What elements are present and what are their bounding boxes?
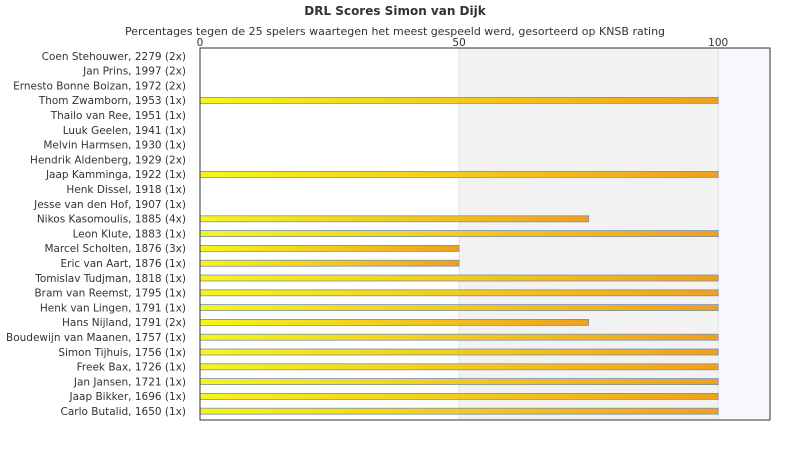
bar <box>199 215 590 223</box>
bar <box>199 304 719 312</box>
bar <box>199 244 460 252</box>
bar <box>199 333 719 341</box>
category-label: Simon Tijhuis, 1756 (1x) <box>58 347 186 359</box>
category-label: Hans Nijland, 1791 (2x) <box>62 317 186 329</box>
bar <box>199 289 719 297</box>
category-label: Ernesto Bonne Boizan, 1972 (2x) <box>13 80 186 92</box>
x-tick-label: 0 <box>197 37 204 49</box>
chart-subtitle: Percentages tegen de 25 spelers waartege… <box>124 25 666 38</box>
category-label: Jaap Kamminga, 1922 (1x) <box>45 169 186 181</box>
band-100-110 <box>718 48 770 420</box>
category-label: Eric van Aart, 1876 (1x) <box>61 258 187 270</box>
category-label: Luuk Geelen, 1941 (1x) <box>63 125 186 137</box>
chart-title: DRL Scores Simon van Dijk <box>304 4 486 18</box>
category-label: Thom Zwamborn, 1953 (1x) <box>38 95 186 107</box>
category-label: Nikos Kasomoulis, 1885 (4x) <box>37 214 186 226</box>
bar <box>199 259 460 267</box>
category-label: Bram van Reemst, 1795 (1x) <box>34 288 186 300</box>
category-label: Jaap Bikker, 1696 (1x) <box>69 391 186 403</box>
bar <box>199 392 719 400</box>
x-tick-label: 50 <box>452 37 465 49</box>
bar <box>199 97 719 104</box>
bar <box>199 318 590 326</box>
category-label: Henk Dissel, 1918 (1x) <box>66 184 186 196</box>
category-label: Henk van Lingen, 1791 (1x) <box>40 302 186 314</box>
category-label: Thailo van Ree, 1951 (1x) <box>50 110 186 122</box>
category-label: Jan Jansen, 1721 (1x) <box>73 376 186 388</box>
category-label: Jesse van den Hof, 1907 (1x) <box>33 199 186 211</box>
category-label: Leon Klute, 1883 (1x) <box>73 228 186 240</box>
category-label: Carlo Butalid, 1650 (1x) <box>61 406 187 418</box>
bar <box>199 170 719 178</box>
x-tick-label: 100 <box>708 37 728 49</box>
bar <box>199 363 719 371</box>
bar <box>199 274 719 282</box>
category-label: Boudewijn van Maanen, 1757 (1x) <box>6 332 186 344</box>
plot-frame <box>199 47 771 421</box>
bar <box>199 407 719 415</box>
category-label: Coen Stehouwer, 2279 (2x) <box>42 51 186 63</box>
bar <box>199 348 719 356</box>
bar <box>199 230 719 238</box>
category-label: Freek Bax, 1726 (1x) <box>77 362 186 374</box>
category-label: Hendrik Aldenberg, 1929 (2x) <box>30 154 186 166</box>
bar <box>199 378 719 386</box>
category-label: Tomislav Tudjman, 1818 (1x) <box>34 273 186 285</box>
category-label: Marcel Scholten, 1876 (3x) <box>44 243 186 255</box>
category-label: Jan Prins, 1997 (2x) <box>82 66 186 78</box>
category-label: Melvin Harmsen, 1930 (1x) <box>43 140 186 152</box>
